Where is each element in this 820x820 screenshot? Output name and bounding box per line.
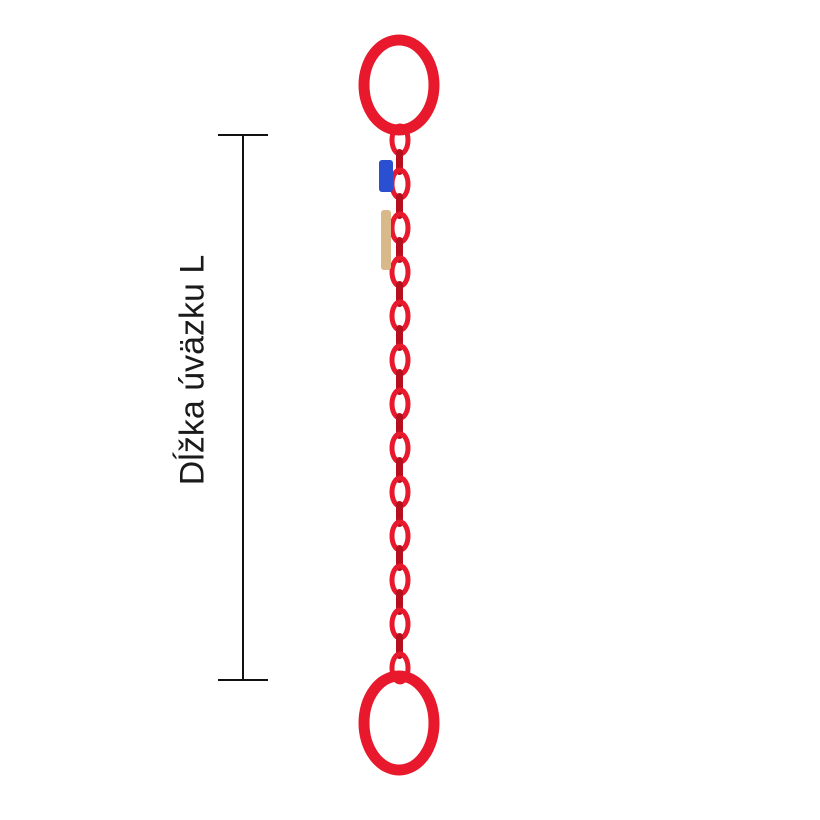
id-tag: [381, 210, 391, 270]
chain: [389, 123, 411, 685]
dimension-label: Dĺžka úväzku L: [173, 254, 212, 486]
bottom-master-link: [358, 670, 440, 776]
top-master-link: [358, 34, 440, 136]
dimension-line: [218, 134, 268, 681]
chain-link: [389, 651, 411, 685]
blue-tag: [379, 160, 393, 192]
